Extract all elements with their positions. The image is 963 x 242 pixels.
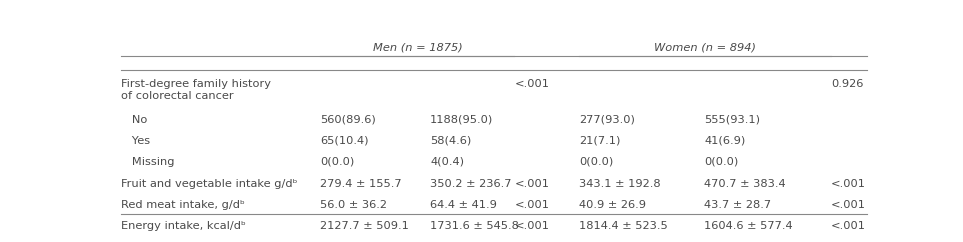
- Text: 0(0.0): 0(0.0): [580, 157, 613, 167]
- Text: 65(10.4): 65(10.4): [321, 136, 369, 146]
- Text: Fruit and vegetable intake g/dᵇ: Fruit and vegetable intake g/dᵇ: [121, 179, 298, 189]
- Text: 0(0.0): 0(0.0): [704, 157, 739, 167]
- Text: Red meat intake, g/dᵇ: Red meat intake, g/dᵇ: [121, 200, 245, 210]
- Text: <.001: <.001: [831, 221, 866, 231]
- Text: 560(89.6): 560(89.6): [321, 115, 377, 125]
- Text: Energy intake, kcal/dᵇ: Energy intake, kcal/dᵇ: [121, 221, 246, 231]
- Text: 1731.6 ± 545.8: 1731.6 ± 545.8: [430, 221, 519, 231]
- Text: Men (n = 1875): Men (n = 1875): [373, 42, 462, 52]
- Text: Women (n = 894): Women (n = 894): [654, 42, 756, 52]
- Text: 40.9 ± 26.9: 40.9 ± 26.9: [580, 200, 646, 210]
- Text: <.001: <.001: [514, 221, 550, 231]
- Text: 21(7.1): 21(7.1): [580, 136, 621, 146]
- Text: 0(0.0): 0(0.0): [321, 157, 354, 167]
- Text: 555(93.1): 555(93.1): [704, 115, 760, 125]
- Text: 1814.4 ± 523.5: 1814.4 ± 523.5: [580, 221, 668, 231]
- Text: 41(6.9): 41(6.9): [704, 136, 745, 146]
- Text: <.001: <.001: [514, 79, 550, 89]
- Text: Missing: Missing: [121, 157, 174, 167]
- Text: 1188(95.0): 1188(95.0): [430, 115, 493, 125]
- Text: <.001: <.001: [514, 179, 550, 189]
- Text: 470.7 ± 383.4: 470.7 ± 383.4: [704, 179, 786, 189]
- Text: No: No: [121, 115, 147, 125]
- Text: First-degree family history
of colorectal cancer: First-degree family history of colorecta…: [121, 79, 272, 101]
- Text: 1604.6 ± 577.4: 1604.6 ± 577.4: [704, 221, 793, 231]
- Text: <.001: <.001: [831, 179, 866, 189]
- Text: 277(93.0): 277(93.0): [580, 115, 636, 125]
- Text: 43.7 ± 28.7: 43.7 ± 28.7: [704, 200, 771, 210]
- Text: 2127.7 ± 509.1: 2127.7 ± 509.1: [321, 221, 409, 231]
- Text: 64.4 ± 41.9: 64.4 ± 41.9: [430, 200, 497, 210]
- Text: 279.4 ± 155.7: 279.4 ± 155.7: [321, 179, 402, 189]
- Text: Yes: Yes: [121, 136, 150, 146]
- Text: 56.0 ± 36.2: 56.0 ± 36.2: [321, 200, 387, 210]
- Text: 58(4.6): 58(4.6): [430, 136, 471, 146]
- Text: <.001: <.001: [514, 200, 550, 210]
- Text: 4(0.4): 4(0.4): [430, 157, 464, 167]
- Text: 350.2 ± 236.7: 350.2 ± 236.7: [430, 179, 511, 189]
- Text: 0.926: 0.926: [831, 79, 863, 89]
- Text: 343.1 ± 192.8: 343.1 ± 192.8: [580, 179, 661, 189]
- Text: <.001: <.001: [831, 200, 866, 210]
